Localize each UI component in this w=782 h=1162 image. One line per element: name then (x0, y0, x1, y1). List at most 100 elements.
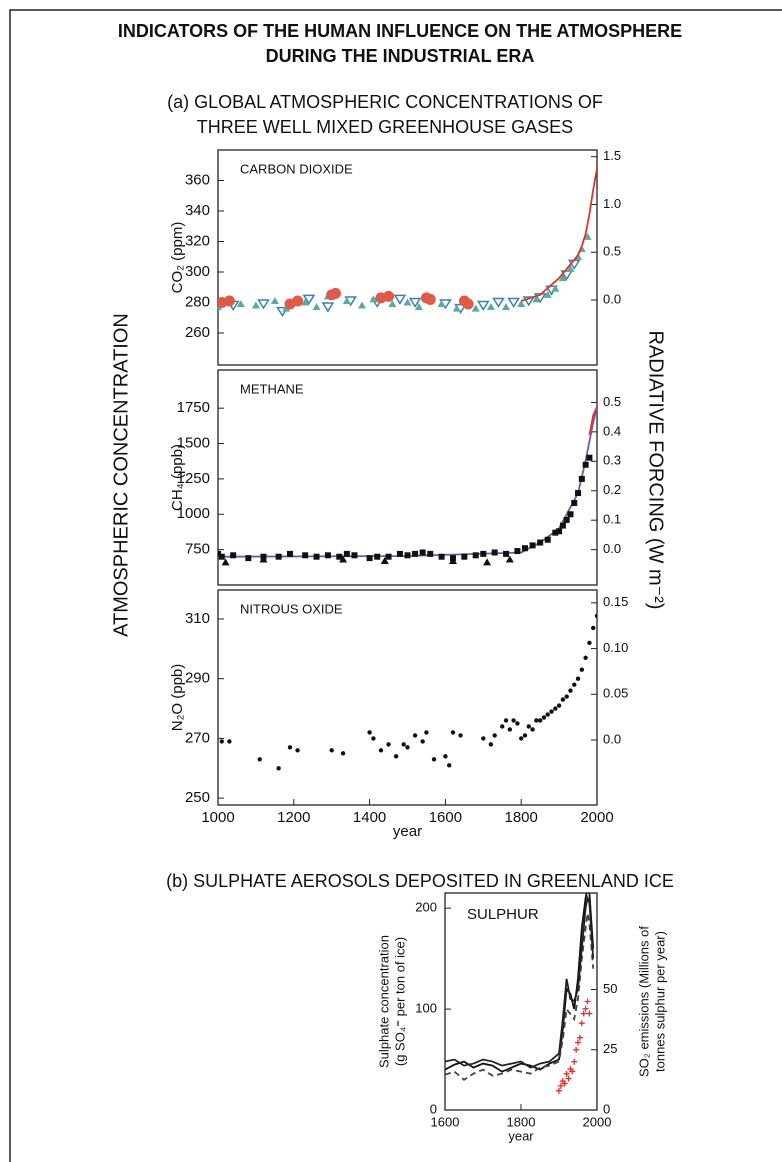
y-axis-title: CO₂ (ppm) (169, 222, 186, 294)
point (557, 1082, 564, 1089)
point (575, 1039, 581, 1046)
y2-tick-label: 0 (603, 1101, 610, 1116)
point (412, 550, 419, 557)
y2-tick-label: 0.5 (603, 394, 621, 409)
point (582, 1005, 589, 1012)
y-tick-label: 300 (185, 263, 210, 280)
point (396, 550, 403, 557)
point (221, 558, 230, 566)
point (586, 1010, 593, 1017)
point (230, 552, 237, 559)
point (471, 304, 480, 312)
point (556, 703, 562, 708)
point (586, 454, 593, 461)
y-tick-label: 280 (185, 293, 210, 310)
point (481, 736, 486, 741)
point (351, 552, 358, 559)
point (313, 553, 320, 560)
point (582, 461, 589, 468)
point (404, 552, 411, 559)
point (378, 748, 384, 753)
y-tick-label: 1250 (177, 470, 210, 487)
point (561, 1080, 568, 1087)
point (443, 754, 448, 759)
point (419, 549, 426, 556)
y2-tick-label: 0.05 (603, 686, 628, 701)
series-group (445, 893, 595, 1094)
y-tick-label: 1500 (177, 435, 210, 452)
point (446, 763, 452, 768)
y2-axis-title: SO₂ emissions (Millions of (636, 926, 651, 1077)
point (371, 736, 376, 741)
y-tick-label: 340 (185, 202, 210, 219)
point (458, 733, 463, 738)
y-tick-label: 100 (415, 1001, 437, 1016)
y-axis-title: ATMOSPHERIC CONCENTRATION (110, 313, 132, 637)
title: DURING THE INDUSTRIAL ERA (266, 46, 535, 66)
y2-tick-label: 0.4 (603, 423, 621, 438)
point (514, 548, 521, 555)
y2-axis-title: tonnes sulphur per year) (652, 931, 667, 1072)
x-tick-label: 2000 (580, 809, 613, 826)
point (503, 550, 510, 557)
point (543, 290, 552, 298)
point (405, 745, 410, 750)
point (427, 550, 434, 557)
point (507, 727, 513, 732)
point (380, 556, 389, 564)
point (571, 1058, 578, 1065)
y2-tick-label: 0.3 (603, 453, 621, 468)
point (575, 490, 582, 497)
point (374, 553, 381, 560)
point (251, 301, 260, 309)
point (270, 296, 279, 304)
point (492, 297, 505, 308)
point (287, 745, 293, 750)
point (564, 694, 569, 699)
point (388, 300, 397, 308)
x-tick-label: 1800 (507, 1114, 536, 1129)
point (342, 296, 351, 304)
point (560, 270, 574, 281)
y2-tick-label: 25 (603, 1041, 617, 1056)
point (583, 232, 592, 240)
panel-label: CARBON DIOXIDE (240, 161, 353, 176)
point (576, 1034, 583, 1041)
series-group (218, 168, 597, 318)
point (223, 295, 235, 307)
point (218, 553, 225, 560)
point (450, 730, 456, 735)
point (461, 553, 468, 560)
panel-label: NITROUS OXIDE (240, 601, 343, 616)
point (537, 539, 544, 546)
point (369, 295, 378, 303)
point (556, 528, 563, 535)
point (578, 475, 585, 482)
point (572, 682, 577, 687)
y-tick-label: 750 (185, 541, 210, 558)
point (551, 284, 560, 292)
y-tick-label: 320 (185, 232, 210, 249)
point (488, 742, 494, 747)
point (573, 1046, 580, 1053)
point (563, 1070, 570, 1077)
point (393, 754, 399, 759)
point (324, 552, 331, 559)
point (339, 555, 348, 563)
y2-axis-title: RADIATIVE FORCING (W m⁻²) (645, 330, 667, 609)
point (517, 300, 526, 308)
y2-tick-label: 0.1 (603, 512, 621, 527)
point (420, 739, 425, 744)
point (591, 625, 596, 631)
point (282, 304, 291, 312)
point (566, 264, 575, 272)
panel-label: SULPHUR (467, 906, 539, 923)
series-line (218, 406, 597, 558)
point (302, 294, 316, 305)
x-tick-label: 1000 (201, 809, 234, 826)
point (462, 298, 474, 310)
panel-label: METHANE (240, 381, 304, 396)
point (553, 706, 558, 711)
y2-tick-label: 0.5 (603, 244, 621, 259)
